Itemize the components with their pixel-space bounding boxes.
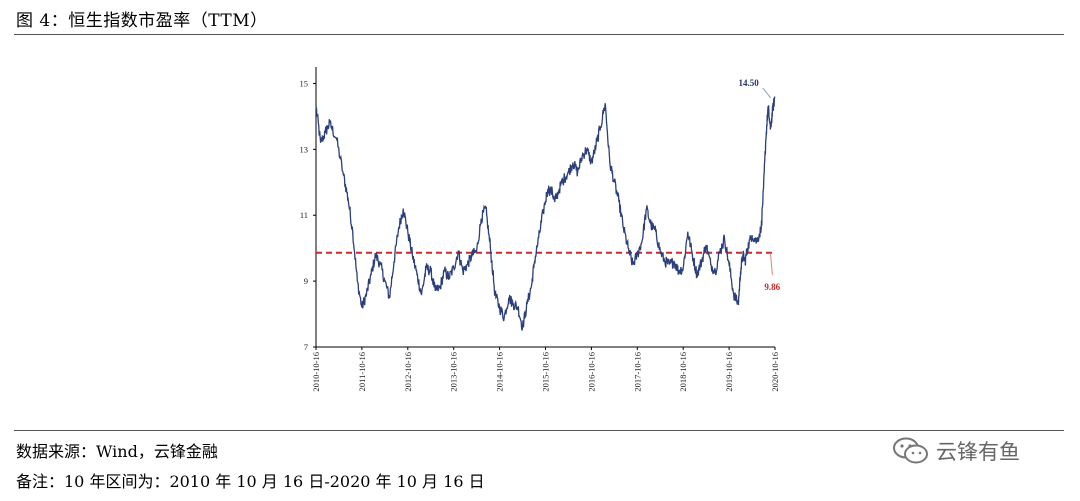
mean-value-label: 9.86 bbox=[764, 282, 780, 292]
wechat-icon bbox=[893, 437, 928, 464]
y-tick-label: 9 bbox=[304, 276, 308, 286]
chart-plot-area: 14.50 9.86 bbox=[315, 78, 781, 331]
chart-title: 图 4：恒生指数市盈率（TTM） bbox=[16, 11, 268, 31]
x-tick-label: 2015-10-16 bbox=[541, 352, 551, 392]
y-tick-label: 13 bbox=[300, 144, 309, 154]
x-tick-label: 2019-10-16 bbox=[724, 352, 734, 392]
current-value-label: 14.50 bbox=[738, 78, 759, 88]
pe-series-line bbox=[315, 96, 776, 331]
x-tick-label: 2013-10-16 bbox=[449, 352, 459, 392]
data-source-note: 数据来源：Wind，云锋金融 bbox=[16, 442, 218, 461]
date-range-note: 备注：10 年区间为：2010 年 10 月 16 日-2020 年 10 月 … bbox=[16, 472, 485, 491]
current-value-leader bbox=[762, 87, 772, 99]
watermark-text: 云锋有鱼 bbox=[936, 440, 1020, 464]
mean-value-leader bbox=[769, 252, 773, 275]
x-tick-label: 2011-10-16 bbox=[357, 352, 367, 391]
watermark: 云锋有鱼 bbox=[892, 436, 1020, 466]
x-tick-label: 2018-10-16 bbox=[678, 352, 688, 392]
y-tick-label: 11 bbox=[300, 210, 308, 220]
top-divider bbox=[14, 34, 1064, 35]
x-tick-label: 2020-10-16 bbox=[770, 352, 780, 392]
x-tick-label: 2016-10-16 bbox=[586, 352, 596, 392]
chart-axes: 7 9 11 13 15 2010-10-16 2011-10-16 2012-10-16 20… bbox=[300, 67, 780, 392]
y-tick-label: 7 bbox=[304, 342, 308, 352]
bottom-divider bbox=[14, 430, 1064, 431]
pe-line-chart: 7 9 11 13 15 2010-10-16 2011-10-16 2012-10-16 20… bbox=[300, 67, 781, 392]
x-tick-label: 2017-10-16 bbox=[632, 352, 642, 392]
x-tick-label: 2014-10-16 bbox=[495, 352, 505, 392]
y-tick-label: 15 bbox=[300, 78, 309, 88]
x-tick-label: 2012-10-16 bbox=[403, 352, 413, 392]
x-tick-label: 2010-10-16 bbox=[311, 352, 321, 392]
